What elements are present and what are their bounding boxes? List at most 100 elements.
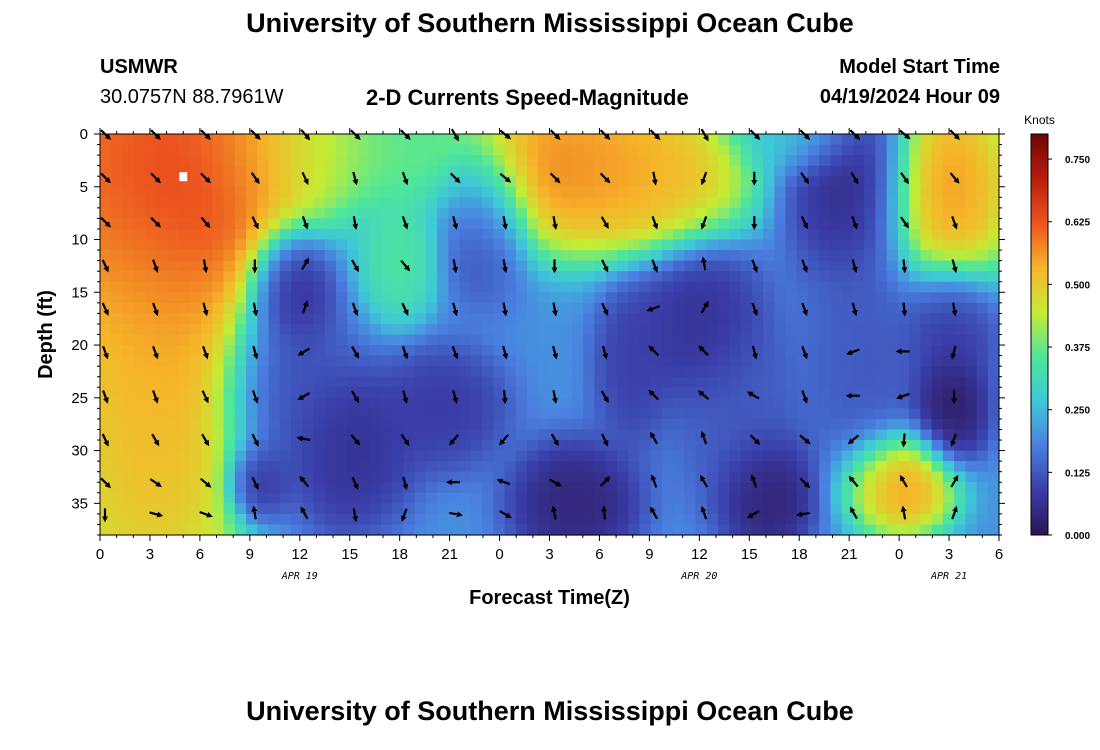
speed-cell (718, 440, 730, 452)
speed-cell (695, 155, 708, 167)
speed-cell (594, 366, 607, 378)
speed-cell (515, 345, 528, 357)
speed-cell (324, 450, 337, 462)
speed-cell (470, 450, 483, 462)
speed-cell (774, 397, 787, 409)
speed-cell (324, 292, 337, 304)
speed-cell (347, 260, 360, 272)
speed-cell (695, 292, 708, 304)
speed-cell (167, 271, 180, 283)
speed-cell (886, 334, 899, 346)
speed-cell (257, 144, 270, 156)
speed-cell (931, 345, 944, 357)
speed-cell (380, 397, 393, 409)
current-vector (648, 389, 660, 401)
speed-cell (807, 271, 820, 283)
speed-cell (369, 292, 382, 304)
speed-cell (987, 503, 1000, 515)
speed-cell (324, 271, 337, 283)
speed-cell (976, 292, 989, 304)
speed-cell (684, 323, 697, 336)
speed-cell (504, 397, 517, 409)
speed-cell (571, 323, 584, 336)
speed-cell (583, 281, 596, 293)
speed-cell (965, 197, 978, 209)
speed-cell (774, 345, 787, 357)
speed-cell (897, 492, 910, 504)
speed-cell (639, 144, 652, 156)
speed-cell (392, 397, 405, 409)
speed-cell (897, 387, 910, 399)
speed-cell (852, 313, 865, 325)
speed-cell (673, 292, 685, 304)
speed-cell (639, 197, 652, 209)
speed-cell (841, 134, 854, 146)
speed-cell (796, 355, 809, 367)
x-tick-label: 9 (246, 546, 254, 563)
speed-cell (605, 376, 618, 388)
speed-cell (583, 376, 596, 388)
speed-cell (189, 334, 202, 346)
speed-cell (864, 418, 876, 431)
speed-cell (482, 482, 494, 494)
speed-cell (369, 503, 382, 515)
speed-cell (628, 513, 640, 526)
speed-cell (459, 376, 472, 388)
current-vector (250, 172, 260, 185)
speed-cell (234, 144, 247, 156)
speed-cell (954, 207, 966, 220)
speed-cell (380, 429, 393, 441)
current-vector (352, 508, 359, 523)
speed-cell (538, 482, 551, 494)
speed-cell (156, 292, 169, 304)
speed-cell (628, 376, 640, 388)
speed-cell (864, 334, 876, 346)
speed-cell (279, 366, 292, 378)
speed-cell (448, 482, 461, 494)
speed-cell (347, 429, 360, 441)
speed-cell (639, 186, 652, 198)
colorbar-tick-label: 0.125 (1065, 468, 1090, 479)
speed-cell (987, 513, 1000, 526)
speed-cell (133, 429, 146, 441)
speed-cell (358, 239, 371, 251)
speed-cell (549, 334, 562, 346)
speed-cell (493, 513, 506, 526)
x-tick-label: 18 (391, 546, 408, 563)
speed-cell (335, 461, 348, 473)
speed-cell (459, 345, 472, 357)
speed-cell (279, 482, 292, 494)
speed-cell (212, 302, 225, 314)
speed-cell (729, 260, 742, 272)
speed-cell (954, 471, 966, 483)
x-tick-label: 15 (341, 546, 358, 563)
speed-cell (291, 440, 303, 452)
speed-cell (448, 165, 461, 177)
speed-cell (841, 524, 854, 536)
speed-cell (201, 429, 213, 441)
speed-cell (763, 492, 775, 504)
speed-cell (178, 408, 191, 420)
speed-cell (268, 366, 281, 378)
speed-cell (852, 186, 865, 198)
speed-cell (527, 387, 539, 399)
speed-cell (605, 250, 618, 262)
speed-cell (886, 271, 899, 283)
speed-cell (144, 176, 157, 188)
speed-cell (841, 429, 854, 441)
speed-cell (358, 155, 371, 167)
speed-cell (706, 323, 719, 336)
speed-cell (976, 313, 989, 325)
speed-cell (976, 524, 989, 536)
speed-cell (482, 302, 494, 314)
speed-cell (639, 376, 652, 388)
speed-cell (909, 334, 921, 346)
speed-cell (886, 228, 899, 241)
speed-cell (639, 239, 652, 251)
speed-cell (616, 387, 629, 399)
current-vector (401, 216, 409, 230)
speed-cell (864, 482, 876, 494)
speed-cell (650, 450, 663, 462)
speed-cell (167, 302, 180, 314)
speed-cell (189, 271, 202, 283)
